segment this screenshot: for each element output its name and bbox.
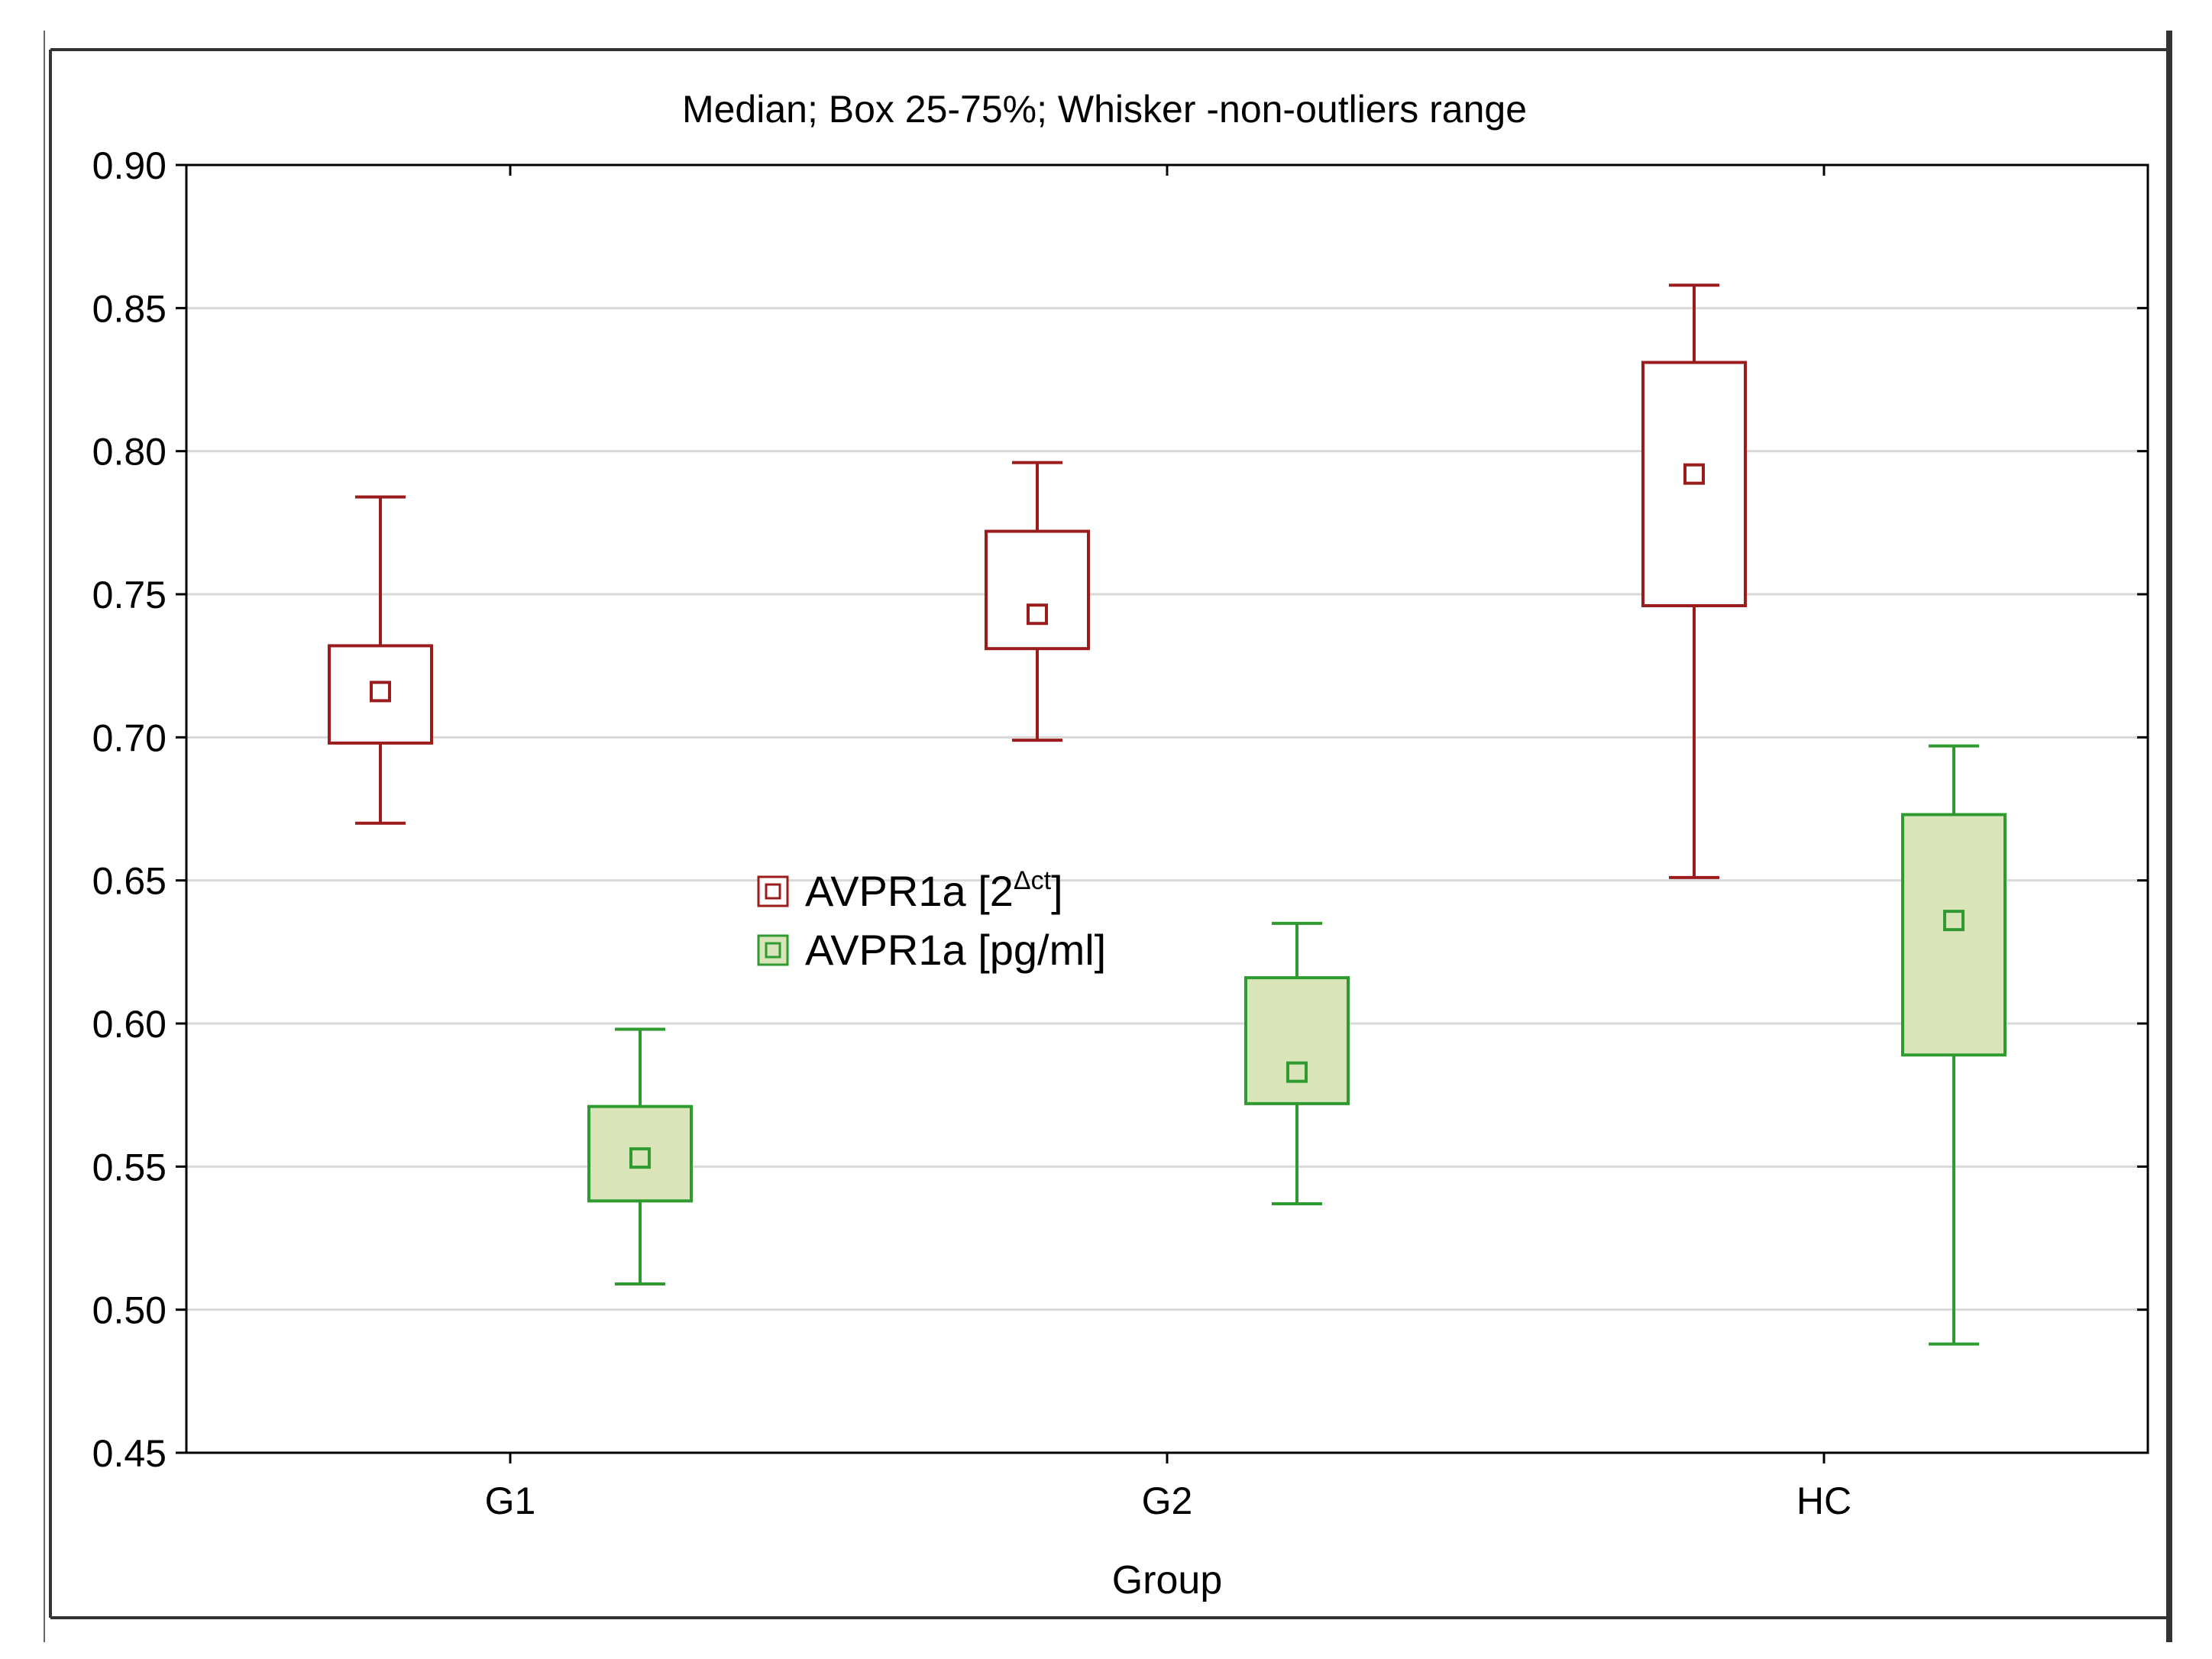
box-iqr bbox=[1901, 813, 2007, 1057]
x-tick-label: G2 bbox=[1142, 1480, 1193, 1522]
grid bbox=[186, 306, 2148, 1311]
y-tick-label: 0.75 bbox=[92, 574, 167, 616]
legend-label-suffix: ] bbox=[1051, 867, 1063, 915]
legend-marker bbox=[765, 942, 781, 959]
median-marker bbox=[1683, 463, 1705, 485]
legend-item-2: AVPR1a [pg/ml] bbox=[757, 926, 1106, 974]
y-tick-label: 0.85 bbox=[92, 287, 167, 330]
x-tick-label: HC bbox=[1796, 1480, 1851, 1522]
legend-label: AVPR1a [2Δct] bbox=[805, 866, 1063, 915]
legend-label: AVPR1a [pg/ml] bbox=[805, 926, 1106, 974]
y-tick-label: 0.70 bbox=[92, 716, 167, 759]
legend-marker bbox=[765, 883, 781, 900]
legend: AVPR1a [2Δct] AVPR1a [pg/ml] bbox=[757, 866, 1106, 974]
box-hc-series-2 bbox=[1901, 744, 2007, 1346]
y-tick-label: 0.80 bbox=[92, 431, 167, 474]
box-iqr bbox=[985, 529, 1090, 651]
y-tick-label: 0.60 bbox=[92, 1003, 167, 1046]
legend-item-1: AVPR1a [2Δct] bbox=[757, 866, 1063, 915]
chart-title: Median; Box 25-75%; Whisker -non-outlier… bbox=[682, 88, 1527, 131]
y-tick-label: 0.65 bbox=[92, 860, 167, 903]
x-tick-label: G1 bbox=[485, 1480, 536, 1522]
legend-swatch bbox=[757, 934, 789, 966]
median-marker bbox=[370, 681, 391, 703]
box-g1-series-1 bbox=[328, 495, 433, 825]
legend-label-superscript: Δct bbox=[1014, 866, 1052, 895]
x-axis-label: Group bbox=[1112, 1558, 1223, 1602]
boxes bbox=[328, 283, 2007, 1346]
median-marker bbox=[1027, 603, 1048, 626]
box-iqr bbox=[1244, 976, 1350, 1105]
median-marker bbox=[1943, 910, 1965, 932]
box-g2-series-1 bbox=[985, 461, 1090, 742]
plot-area bbox=[185, 163, 2149, 1454]
y-axis: 0.45 0.50 0.55 0.60 0.65 0.70 0.75 0.80 0.85 0.90 bbox=[92, 144, 2148, 1475]
box-iqr bbox=[328, 644, 433, 745]
median-marker bbox=[629, 1147, 651, 1169]
outer-frame bbox=[44, 31, 2172, 1642]
box-g1-series-2 bbox=[587, 1027, 693, 1285]
box-iqr bbox=[587, 1104, 693, 1203]
y-tick-label: 0.50 bbox=[92, 1289, 167, 1332]
legend-swatch bbox=[757, 875, 789, 907]
y-tick-label: 0.55 bbox=[92, 1146, 167, 1188]
y-tick-label: 0.90 bbox=[92, 144, 167, 187]
x-axis: G1 G2 HC bbox=[485, 165, 1851, 1522]
box-g2-series-2 bbox=[1244, 921, 1350, 1206]
y-tick-label: 0.45 bbox=[92, 1432, 167, 1475]
median-marker bbox=[1286, 1061, 1308, 1083]
box-hc-series-1 bbox=[1641, 283, 1747, 879]
